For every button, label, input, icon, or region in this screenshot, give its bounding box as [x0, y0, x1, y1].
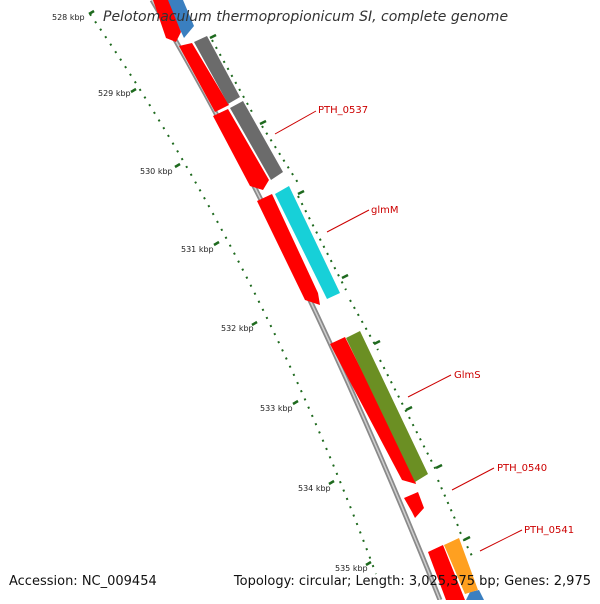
accession-text: Accession: NC_009454	[9, 574, 157, 589]
gray-feature-1	[194, 36, 240, 104]
cyan-feature-glmm	[275, 186, 340, 299]
olive-feature-glms	[346, 331, 428, 482]
cds-arrow-1	[153, 0, 181, 42]
orange-feature-pth0541	[444, 538, 478, 594]
gene-label-pth0541[interactable]: PTH_0541	[524, 525, 574, 536]
outer-major-ticks	[209, 33, 471, 542]
tick-label-532: 532 kbp	[221, 324, 254, 333]
tick-label-535: 535 kbp	[335, 564, 368, 573]
outer-ticks	[211, 39, 475, 561]
feature-blue-bottom	[466, 590, 484, 600]
cds-arrow-glmm	[257, 194, 320, 305]
feature-blue-top	[166, 0, 194, 38]
gene-label-pth0537[interactable]: PTH_0537	[318, 105, 368, 116]
label-leaders	[274, 110, 523, 552]
map-title: Pelotomaculum thermopropionicum SI, comp…	[103, 9, 509, 25]
cds-arrow-glms	[330, 337, 416, 484]
tick-label-534: 534 kbp	[298, 484, 331, 493]
tick-label-529: 529 kbp	[98, 89, 131, 98]
tick-label-528: 528 kbp	[52, 13, 85, 22]
cds-arrow-pth0540	[404, 492, 424, 518]
cds-arrow-pth0537	[213, 109, 269, 190]
cds-arrow-2	[179, 43, 229, 112]
tick-label-531: 531 kbp	[181, 245, 214, 254]
gray-feature-pth0537	[230, 101, 283, 180]
gene-label-pth0540[interactable]: PTH_0540	[497, 463, 547, 474]
tick-label-533: 533 kbp	[260, 404, 293, 413]
inner-ticks	[89, 13, 377, 575]
gene-label-glms[interactable]: GlmS	[454, 370, 481, 381]
cds-arrow-pth0541	[428, 545, 465, 600]
tick-label-530: 530 kbp	[140, 167, 173, 176]
genome-summary-text: Topology: circular; Length: 3,025,375 bp…	[233, 574, 591, 589]
backbone	[149, 0, 443, 601]
inner-major-ticks	[88, 9, 372, 567]
gene-label-glmm[interactable]: glmM	[371, 205, 399, 216]
